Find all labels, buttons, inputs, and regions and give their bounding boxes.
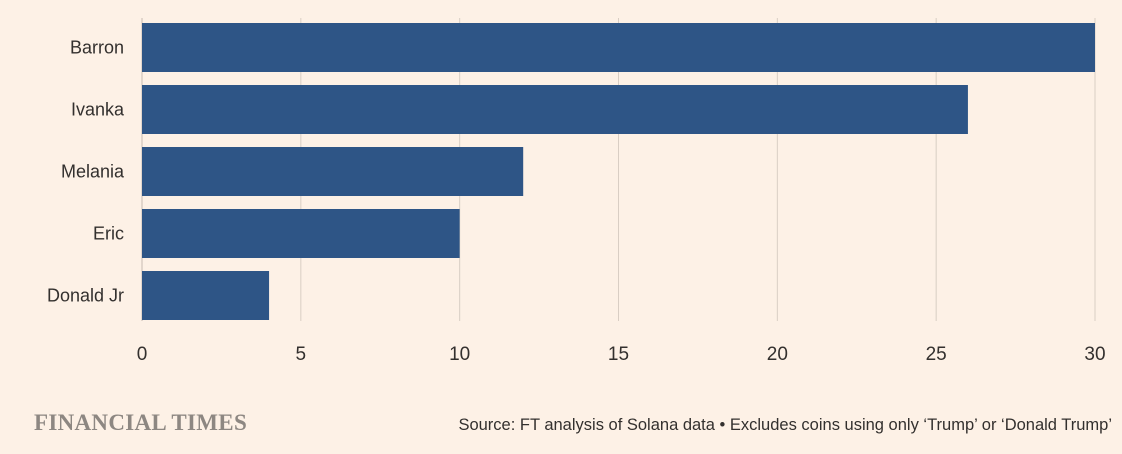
bar [142, 85, 968, 134]
x-tick-label: 30 [1084, 344, 1105, 365]
category-label: Melania [61, 162, 125, 182]
category-label: Eric [93, 224, 124, 244]
bar [142, 147, 524, 196]
category-label: Barron [70, 38, 124, 58]
chart-footer: FINANCIAL TIMES Source: FT analysis of S… [0, 400, 1122, 450]
x-tick-label: 10 [449, 344, 470, 365]
x-tick-label: 0 [137, 344, 148, 365]
source-note: Source: FT analysis of Solana data • Exc… [458, 416, 1112, 434]
brand-logo-text: FINANCIAL TIMES [34, 410, 248, 435]
bar [142, 23, 1095, 72]
bar-chart: Barron Ivanka Melania Eric Donald Jr 0 5 10 15 2… [47, 18, 1106, 365]
category-labels: Barron Ivanka Melania Eric Donald Jr [47, 38, 125, 306]
x-tick-label: 20 [767, 344, 788, 365]
bars [142, 23, 1095, 320]
category-label: Donald Jr [47, 286, 124, 306]
x-axis-tick-labels: 0 5 10 15 20 25 30 [137, 344, 1106, 365]
bar [142, 271, 270, 320]
bar [142, 209, 460, 258]
category-label: Ivanka [71, 100, 125, 120]
x-tick-label: 25 [926, 344, 947, 365]
x-tick-label: 15 [608, 344, 629, 365]
x-tick-label: 5 [296, 344, 307, 365]
